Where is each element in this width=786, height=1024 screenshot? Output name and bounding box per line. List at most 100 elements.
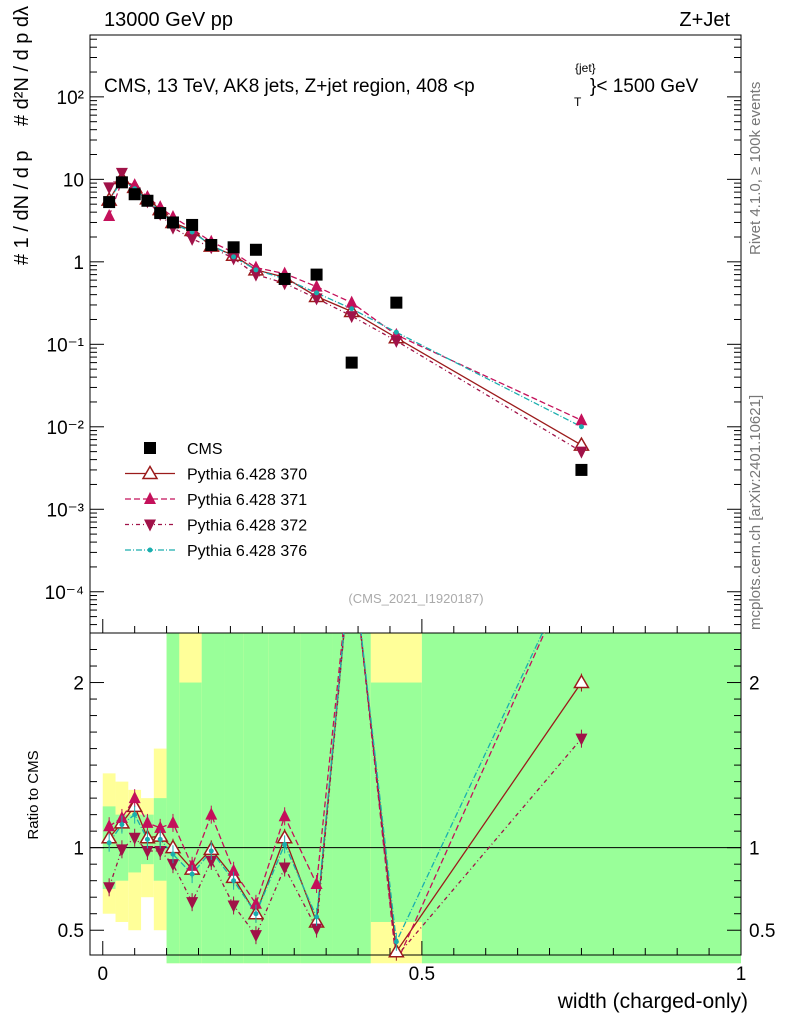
y-tick-label: 10⁻²	[47, 418, 85, 439]
series-point	[310, 293, 323, 306]
series-point	[575, 446, 588, 459]
x-tick-label: 0.5	[409, 964, 435, 985]
ratio-tick-label: 2	[749, 674, 760, 695]
y-tick-label: 10	[63, 170, 84, 191]
cms-data-point	[186, 218, 199, 231]
legend-label: Pythia 6.428 376	[187, 543, 307, 560]
series-point	[345, 311, 358, 324]
ratio-point	[189, 871, 195, 877]
legend-marker	[144, 492, 156, 504]
uncertainty-band-green	[332, 633, 371, 964]
series-point	[227, 253, 240, 266]
x-axis-label: width (charged-only)	[557, 990, 748, 1013]
legend-label: Pythia 6.428 372	[187, 518, 307, 535]
cms-data-point	[103, 196, 116, 209]
ratio-tick-label: 2	[73, 674, 84, 695]
ratio-point	[186, 897, 199, 910]
ratio-point	[103, 882, 116, 895]
series-point	[103, 182, 116, 195]
rivet-version-label: Rivet 4.1.0, ≥ 100k events	[747, 82, 764, 255]
header-left: 13000 GeV pp	[104, 9, 233, 31]
ratio-point	[227, 863, 240, 876]
series-point	[253, 267, 259, 273]
legend: CMS Pythia 6.428 370 Pythia 6.428 371 Pythi…	[125, 441, 307, 560]
cms-data-point	[390, 296, 403, 309]
ratio-point	[128, 791, 141, 804]
uncertainty-band-green	[166, 633, 180, 964]
ratio-point	[227, 900, 240, 913]
cms-data-point	[227, 241, 240, 254]
legend-marker	[141, 465, 159, 480]
ratio-point	[205, 807, 218, 820]
ratio-point	[154, 845, 167, 858]
plot-title-sup: {jet}	[575, 61, 596, 75]
ratio-point	[310, 923, 323, 936]
ratio-point	[132, 812, 138, 818]
plot-title-sub: T	[574, 95, 582, 109]
cms-data-point	[141, 194, 154, 207]
ratio-point	[166, 815, 179, 828]
cms-data-point	[166, 216, 179, 229]
ratio-point	[208, 848, 214, 854]
cms-data-point	[310, 268, 323, 281]
series-line-main	[108, 179, 582, 428]
series-point	[310, 279, 323, 292]
y-label-text-2: # d²N / d p dλ	[11, 6, 33, 126]
ratio-point	[115, 844, 128, 857]
ratio-point	[249, 930, 262, 943]
legend-label: Pythia 6.428 371	[187, 492, 307, 509]
series-line-main	[108, 171, 582, 453]
ratio-axis-label: Ratio to CMS	[25, 750, 42, 839]
series-point	[231, 254, 237, 260]
series-point	[575, 413, 588, 426]
ratio-point	[154, 820, 167, 833]
ratio-point	[186, 858, 199, 871]
ratio-point	[278, 862, 291, 875]
legend-label: CMS	[187, 441, 223, 458]
ratio-point	[144, 836, 150, 842]
ratio-plot-frame	[89, 632, 742, 956]
legend-marker	[147, 547, 153, 553]
series-point	[314, 290, 320, 296]
series-point	[390, 335, 403, 348]
ratio-tick-label: 1	[749, 839, 760, 860]
plot-title-end: }< 1500 GeV	[590, 76, 699, 97]
x-tick-label: 0	[97, 964, 108, 985]
cms-data-point	[154, 207, 167, 220]
cms-data-point	[278, 272, 291, 285]
series-point	[115, 167, 128, 180]
ratio-point	[393, 939, 399, 945]
cms-data-point	[575, 463, 588, 476]
x-tick-label: 1	[736, 964, 747, 985]
y-tick-label: 10⁻⁴	[45, 583, 84, 604]
ratio-point	[310, 876, 323, 889]
ratio-point	[278, 809, 291, 822]
analysis-watermark: (CMS_2021_I1920187)	[348, 591, 483, 606]
axis-ticks: 0 0.5 1 10⁻⁴ 10⁻³ 10⁻² 10⁻¹ 1 10 10² 0.5 0.5 1 1 2 2	[45, 38, 775, 985]
ratio-tick-label: 0.5	[749, 921, 775, 942]
series-point	[349, 306, 355, 312]
series-line-main	[108, 177, 582, 446]
y-tick-label: 1	[73, 253, 84, 274]
plot-title-main: CMS, 13 TeV, AK8 jets, Z+jet region, 408…	[104, 76, 475, 97]
ratio-point	[249, 896, 262, 909]
ratio-point	[573, 674, 590, 689]
ratio-point	[141, 845, 154, 858]
series-point	[103, 208, 116, 221]
ratio-point	[205, 855, 218, 868]
y-label-text: # 1 / dN / d p	[11, 150, 33, 265]
ratio-point	[103, 819, 116, 832]
series-point	[249, 269, 262, 282]
uncertainty-band-green	[201, 633, 225, 964]
ratio-point	[106, 840, 112, 846]
y-tick-label: 10⁻¹	[47, 335, 85, 356]
uncertainty-band-green	[370, 682, 422, 922]
header-right: Z+Jet	[679, 9, 730, 31]
uncertainty-band-green	[268, 633, 301, 964]
series-point	[345, 295, 358, 308]
data-points	[100, 167, 590, 961]
cms-data-point	[345, 356, 358, 369]
ratio-point	[253, 911, 259, 917]
ratio-tick-label: 0.5	[58, 921, 84, 942]
y-axis-label: # 1 / dN / d p # d²N / d p dλ	[11, 6, 33, 265]
